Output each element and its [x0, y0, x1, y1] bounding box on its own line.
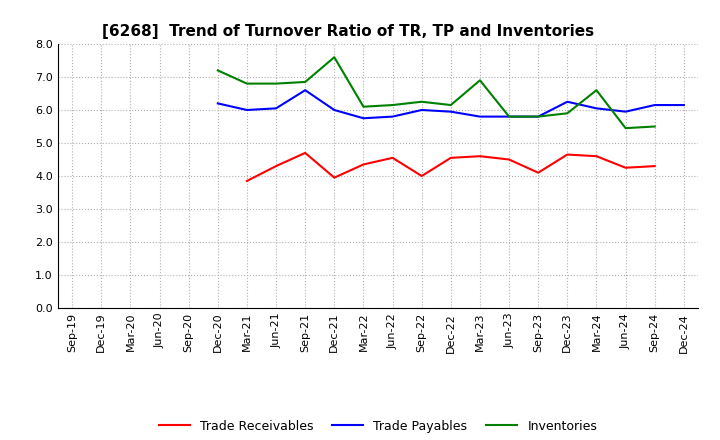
Trade Payables: [621, 109, 630, 114]
Inventories: [650, 124, 659, 129]
Trade Receivables: [476, 154, 485, 159]
Inventories: [271, 81, 280, 86]
Inventories: [301, 79, 310, 84]
Trade Payables: [650, 103, 659, 108]
Inventories: [213, 68, 222, 73]
Trade Payables: [301, 88, 310, 93]
Trade Payables: [446, 109, 455, 114]
Trade Payables: [330, 107, 338, 113]
Trade Payables: [359, 116, 368, 121]
Inventories: [505, 114, 513, 119]
Inventories: [534, 114, 543, 119]
Trade Receivables: [359, 162, 368, 167]
Inventories: [330, 55, 338, 60]
Trade Payables: [213, 101, 222, 106]
Trade Receivables: [505, 157, 513, 162]
Inventories: [563, 110, 572, 116]
Trade Payables: [418, 107, 426, 113]
Trade Receivables: [418, 173, 426, 179]
Trade Receivables: [534, 170, 543, 175]
Inventories: [388, 103, 397, 108]
Inventories: [621, 125, 630, 131]
Trade Receivables: [330, 175, 338, 180]
Trade Payables: [243, 107, 251, 113]
Trade Payables: [592, 106, 600, 111]
Line: Trade Payables: Trade Payables: [217, 90, 684, 118]
Trade Payables: [534, 114, 543, 119]
Trade Payables: [680, 103, 688, 108]
Trade Receivables: [301, 150, 310, 156]
Trade Receivables: [563, 152, 572, 157]
Inventories: [592, 88, 600, 93]
Trade Receivables: [621, 165, 630, 170]
Inventories: [418, 99, 426, 104]
Inventories: [446, 103, 455, 108]
Trade Receivables: [592, 154, 600, 159]
Trade Payables: [271, 106, 280, 111]
Trade Payables: [563, 99, 572, 104]
Trade Receivables: [243, 178, 251, 183]
Trade Receivables: [271, 163, 280, 169]
Text: [6268]  Trend of Turnover Ratio of TR, TP and Inventories: [6268] Trend of Turnover Ratio of TR, TP…: [102, 24, 595, 39]
Trade Payables: [388, 114, 397, 119]
Line: Trade Receivables: Trade Receivables: [247, 153, 654, 181]
Inventories: [243, 81, 251, 86]
Trade Payables: [476, 114, 485, 119]
Inventories: [476, 77, 485, 83]
Line: Inventories: Inventories: [217, 57, 654, 128]
Inventories: [359, 104, 368, 109]
Trade Receivables: [388, 155, 397, 161]
Trade Receivables: [650, 163, 659, 169]
Trade Payables: [505, 114, 513, 119]
Trade Receivables: [446, 155, 455, 161]
Legend: Trade Receivables, Trade Payables, Inventories: Trade Receivables, Trade Payables, Inven…: [153, 414, 603, 437]
